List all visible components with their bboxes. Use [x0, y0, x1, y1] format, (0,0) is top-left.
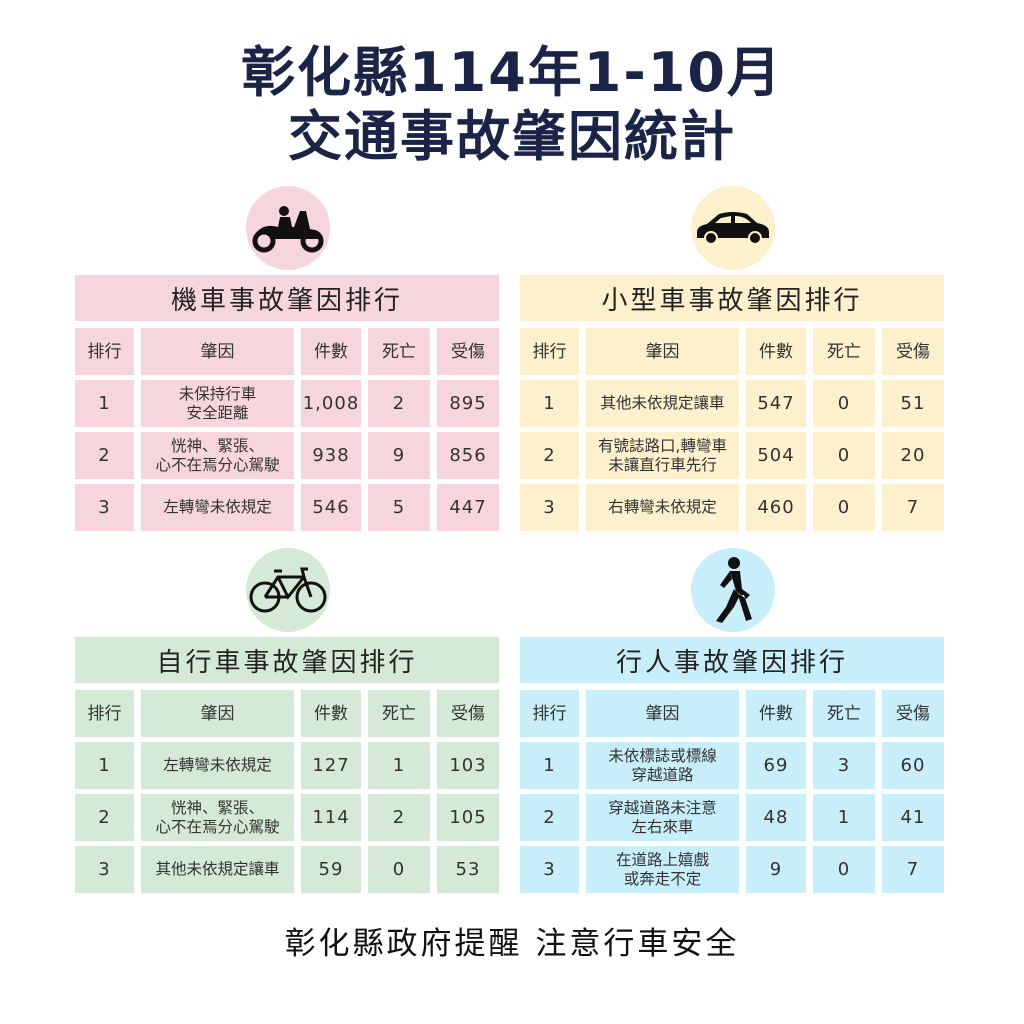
injuries-cell: 7: [882, 846, 944, 893]
rank-cell: 2: [520, 794, 579, 841]
deaths-cell: 2: [368, 380, 430, 427]
count-cell: 938: [301, 432, 361, 479]
car-table: 小型車事故肇因排行 排行 肇因 件數 死亡 受傷 1 其他未依規定讓車 547 0 51 2 有號誌路口…: [520, 275, 945, 531]
injuries-cell: 103: [437, 742, 499, 789]
column-header: 排行: [520, 328, 579, 375]
injuries-cell: 447: [437, 484, 499, 531]
injuries-cell: 41: [882, 794, 944, 841]
column-header: 死亡: [813, 328, 875, 375]
injuries-cell: 51: [882, 380, 944, 427]
cause-cell: 在道路上嬉戲 或奔走不定: [586, 846, 739, 893]
column-header: 件數: [301, 328, 361, 375]
cause-cell: 有號誌路口,轉彎車 未讓直行車先行: [586, 432, 739, 479]
column-header: 肇因: [141, 690, 294, 737]
deaths-cell: 0: [368, 846, 430, 893]
deaths-cell: 3: [813, 742, 875, 789]
column-header: 死亡: [368, 328, 430, 375]
deaths-cell: 0: [813, 380, 875, 427]
deaths-cell: 1: [368, 742, 430, 789]
cause-cell: 未保持行車 安全距離: [141, 380, 294, 427]
page-title-line2: 交通事故肇因統計: [288, 105, 736, 168]
count-cell: 69: [746, 742, 806, 789]
injuries-cell: 895: [437, 380, 499, 427]
rank-cell: 1: [75, 380, 134, 427]
column-header: 肇因: [586, 328, 739, 375]
injuries-cell: 7: [882, 484, 944, 531]
deaths-cell: 5: [368, 484, 430, 531]
deaths-cell: 1: [813, 794, 875, 841]
table-title: 小型車事故肇因排行: [520, 275, 944, 321]
column-header: 死亡: [368, 690, 430, 737]
motorcycle-icon: [246, 186, 330, 270]
column-header: 排行: [75, 690, 134, 737]
cause-cell: 恍神、緊張、 心不在焉分心駕駛: [141, 794, 294, 841]
column-header: 肇因: [586, 690, 739, 737]
cause-cell: 穿越道路未注意 左右來車: [586, 794, 739, 841]
column-header: 受傷: [882, 690, 944, 737]
cause-cell: 其他未依規定讓車: [141, 846, 294, 893]
count-cell: 547: [746, 380, 806, 427]
motorcycle-table: 機車事故肇因排行 排行 肇因 件數 死亡 受傷 1 未保持行車 安全距離 1,008 2 895 2 恍…: [75, 275, 500, 531]
table-title: 自行車事故肇因排行: [75, 637, 499, 683]
footer-reminder: 彰化縣政府提醒 注意行車安全: [284, 926, 740, 962]
deaths-cell: 9: [368, 432, 430, 479]
cause-cell: 其他未依規定讓車: [586, 380, 739, 427]
table-title: 行人事故肇因排行: [520, 637, 944, 683]
column-header: 受傷: [437, 690, 499, 737]
car-icon: [691, 186, 775, 270]
count-cell: 1,008: [301, 380, 361, 427]
column-header: 排行: [75, 328, 134, 375]
column-header: 受傷: [437, 328, 499, 375]
cause-cell: 左轉彎未依規定: [141, 484, 294, 531]
cause-cell: 左轉彎未依規定: [141, 742, 294, 789]
count-cell: 9: [746, 846, 806, 893]
rank-cell: 1: [520, 742, 579, 789]
count-cell: 127: [301, 742, 361, 789]
bicycle-icon: [246, 548, 330, 632]
count-cell: 460: [746, 484, 806, 531]
table-title: 機車事故肇因排行: [75, 275, 499, 321]
deaths-cell: 0: [813, 846, 875, 893]
rank-cell: 1: [75, 742, 134, 789]
deaths-cell: 2: [368, 794, 430, 841]
rank-cell: 2: [520, 432, 579, 479]
count-cell: 59: [301, 846, 361, 893]
rank-cell: 3: [520, 846, 579, 893]
rank-cell: 1: [520, 380, 579, 427]
pedestrian-icon: [691, 548, 775, 632]
rank-cell: 3: [75, 846, 134, 893]
deaths-cell: 0: [813, 432, 875, 479]
rank-cell: 3: [520, 484, 579, 531]
cause-cell: 恍神、緊張、 心不在焉分心駕駛: [141, 432, 294, 479]
bicycle-table: 自行車事故肇因排行 排行 肇因 件數 死亡 受傷 1 左轉彎未依規定 127 1 103 2 恍神、緊張…: [75, 637, 500, 893]
deaths-cell: 0: [813, 484, 875, 531]
column-header: 受傷: [882, 328, 944, 375]
column-header: 排行: [520, 690, 579, 737]
rank-cell: 3: [75, 484, 134, 531]
rank-cell: 2: [75, 432, 134, 479]
column-header: 件數: [301, 690, 361, 737]
column-header: 肇因: [141, 328, 294, 375]
injuries-cell: 53: [437, 846, 499, 893]
column-header: 死亡: [813, 690, 875, 737]
column-header: 件數: [746, 328, 806, 375]
injuries-cell: 105: [437, 794, 499, 841]
pedestrian-table: 行人事故肇因排行 排行 肇因 件數 死亡 受傷 1 未依標誌或標線 穿越道路 69 3 60 2 穿越道…: [520, 637, 945, 893]
count-cell: 504: [746, 432, 806, 479]
injuries-cell: 60: [882, 742, 944, 789]
count-cell: 114: [301, 794, 361, 841]
injuries-cell: 856: [437, 432, 499, 479]
rank-cell: 2: [75, 794, 134, 841]
injuries-cell: 20: [882, 432, 944, 479]
page-title-line1: 彰化縣114年1-10月: [241, 41, 783, 104]
count-cell: 48: [746, 794, 806, 841]
count-cell: 546: [301, 484, 361, 531]
cause-cell: 未依標誌或標線 穿越道路: [586, 742, 739, 789]
cause-cell: 右轉彎未依規定: [586, 484, 739, 531]
column-header: 件數: [746, 690, 806, 737]
